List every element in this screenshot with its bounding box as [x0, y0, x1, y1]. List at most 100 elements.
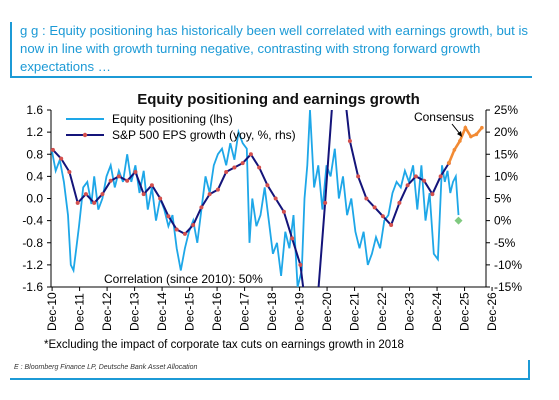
eps-growth-point — [323, 200, 328, 205]
eps-growth-point — [347, 138, 352, 143]
chart-footnote: *Excluding the impact of corporate tax c… — [44, 339, 404, 351]
eps-growth-point — [248, 152, 253, 157]
legend-positioning-label: Equity positioning (lhs) — [112, 112, 233, 126]
right-tick-label: 10% — [494, 169, 518, 183]
x-tick-label: Dec-12 — [100, 292, 114, 331]
current-point-marker — [454, 216, 463, 225]
consensus-point — [480, 125, 484, 130]
right-tick-label: 25% — [494, 103, 518, 117]
eps-growth-point — [298, 262, 303, 267]
eps-growth-point — [141, 192, 146, 197]
right-tick-label: 15% — [494, 147, 518, 161]
left-tick-label: 1.6 — [26, 103, 43, 117]
left-tick-label: 0.4 — [26, 169, 43, 183]
eps-growth-point — [191, 223, 196, 228]
x-tick-label: Dec-17 — [238, 292, 252, 331]
caption-text: g g : Equity positioning has historicall… — [20, 23, 528, 74]
eps-growth-point — [215, 187, 220, 192]
left-tick-label: -0.8 — [22, 236, 43, 250]
eps-growth-point — [257, 165, 262, 170]
consensus-point — [469, 134, 473, 139]
x-tick-label: Dec-11 — [73, 293, 87, 331]
x-tick-label: Dec-24 — [430, 292, 444, 331]
eps-growth-point — [438, 174, 443, 179]
eps-growth-point — [59, 156, 64, 161]
x-tick-label: Dec-13 — [128, 292, 142, 331]
left-tick-label: -1.2 — [22, 258, 43, 272]
left-tick-label: -1.6 — [22, 280, 43, 294]
eps-growth-point — [149, 183, 154, 188]
eps-growth-point — [273, 196, 278, 201]
x-tick-label: Dec-10 — [45, 292, 59, 331]
eps-growth-point — [430, 192, 435, 197]
eps-growth-point — [281, 209, 286, 214]
x-tick-label: Dec-16 — [210, 292, 224, 331]
eps-growth-point — [397, 200, 402, 205]
source-note: E : Bloomberg Finance LP, Deutsche Bank … — [14, 364, 198, 371]
x-tick-label: Dec-15 — [183, 292, 197, 331]
eps-growth-point — [92, 200, 97, 205]
x-tick-label: Dec-25 — [458, 292, 472, 331]
x-tick-label: Dec-26 — [485, 292, 499, 331]
left-tick-label: -0.4 — [22, 214, 43, 228]
eps-growth-point — [356, 174, 361, 179]
eps-growth-point — [290, 236, 295, 241]
left-tick-label: 0.8 — [26, 147, 43, 161]
eps-growth-point — [232, 165, 237, 170]
eps-growth-point — [125, 178, 130, 183]
consensus-label: Consensus — [414, 110, 474, 124]
eps-growth-point — [405, 183, 410, 188]
right-tick-label: -10% — [494, 258, 522, 272]
x-tick-label: Dec-19 — [293, 292, 307, 331]
left-tick-label: 0.0 — [26, 192, 43, 206]
eps-growth-point — [174, 227, 179, 232]
footer-rule — [10, 360, 530, 380]
legend-eps-marker — [82, 132, 88, 138]
eps-growth-point — [380, 214, 385, 219]
eps-growth-point — [389, 223, 394, 228]
figure-caption: g g : Equity positioning has historicall… — [10, 22, 532, 78]
right-tick-label: -15% — [494, 280, 522, 294]
x-tick-label: Dec-14 — [155, 292, 169, 331]
consensus-point — [447, 161, 451, 165]
consensus-point — [463, 125, 468, 130]
positioning-line — [51, 110, 460, 287]
eps-growth-point — [108, 178, 113, 183]
eps-growth-point — [413, 174, 418, 179]
x-tick-label: Dec-20 — [320, 292, 334, 331]
eps-growth-point — [100, 192, 105, 197]
eps-growth-point — [166, 214, 171, 219]
eps-growth-point — [199, 205, 204, 210]
x-tick-label: Dec-21 — [348, 292, 362, 331]
eps-growth-point — [116, 174, 121, 179]
eps-growth-point — [50, 147, 55, 152]
legend-eps-label: S&P 500 EPS growth (yoy, %, rhs) — [112, 128, 296, 142]
eps-growth-point — [75, 200, 80, 205]
right-tick-label: -5% — [494, 236, 516, 250]
eps-growth-point — [265, 183, 270, 188]
eps-growth-point — [364, 196, 369, 201]
consensus-point — [474, 132, 479, 137]
chart-title: Equity positioning and earnings growth — [137, 91, 420, 108]
eps-growth-point — [372, 205, 377, 210]
right-tick-label: 0% — [494, 214, 512, 228]
correlation-label: Correlation (since 2010): 50% — [104, 272, 263, 286]
x-tick-label: Dec-22 — [375, 292, 389, 331]
eps-growth-point — [133, 169, 138, 174]
eps-growth-point — [240, 161, 245, 166]
eps-growth-point — [422, 178, 427, 183]
right-tick-label: 5% — [494, 192, 512, 206]
eps-growth-point — [182, 231, 187, 236]
eps-growth-point — [67, 169, 72, 174]
eps-growth-point — [224, 169, 229, 174]
right-tick-label: 20% — [494, 125, 518, 139]
consensus-point — [458, 139, 462, 143]
eps-growth-point — [207, 192, 212, 197]
x-tick-label: Dec-23 — [403, 292, 417, 331]
consensus-point — [452, 148, 457, 152]
x-tick-label: Dec-18 — [265, 292, 279, 331]
eps-growth-point — [158, 196, 163, 201]
consensus-arrow-line — [451, 123, 461, 135]
